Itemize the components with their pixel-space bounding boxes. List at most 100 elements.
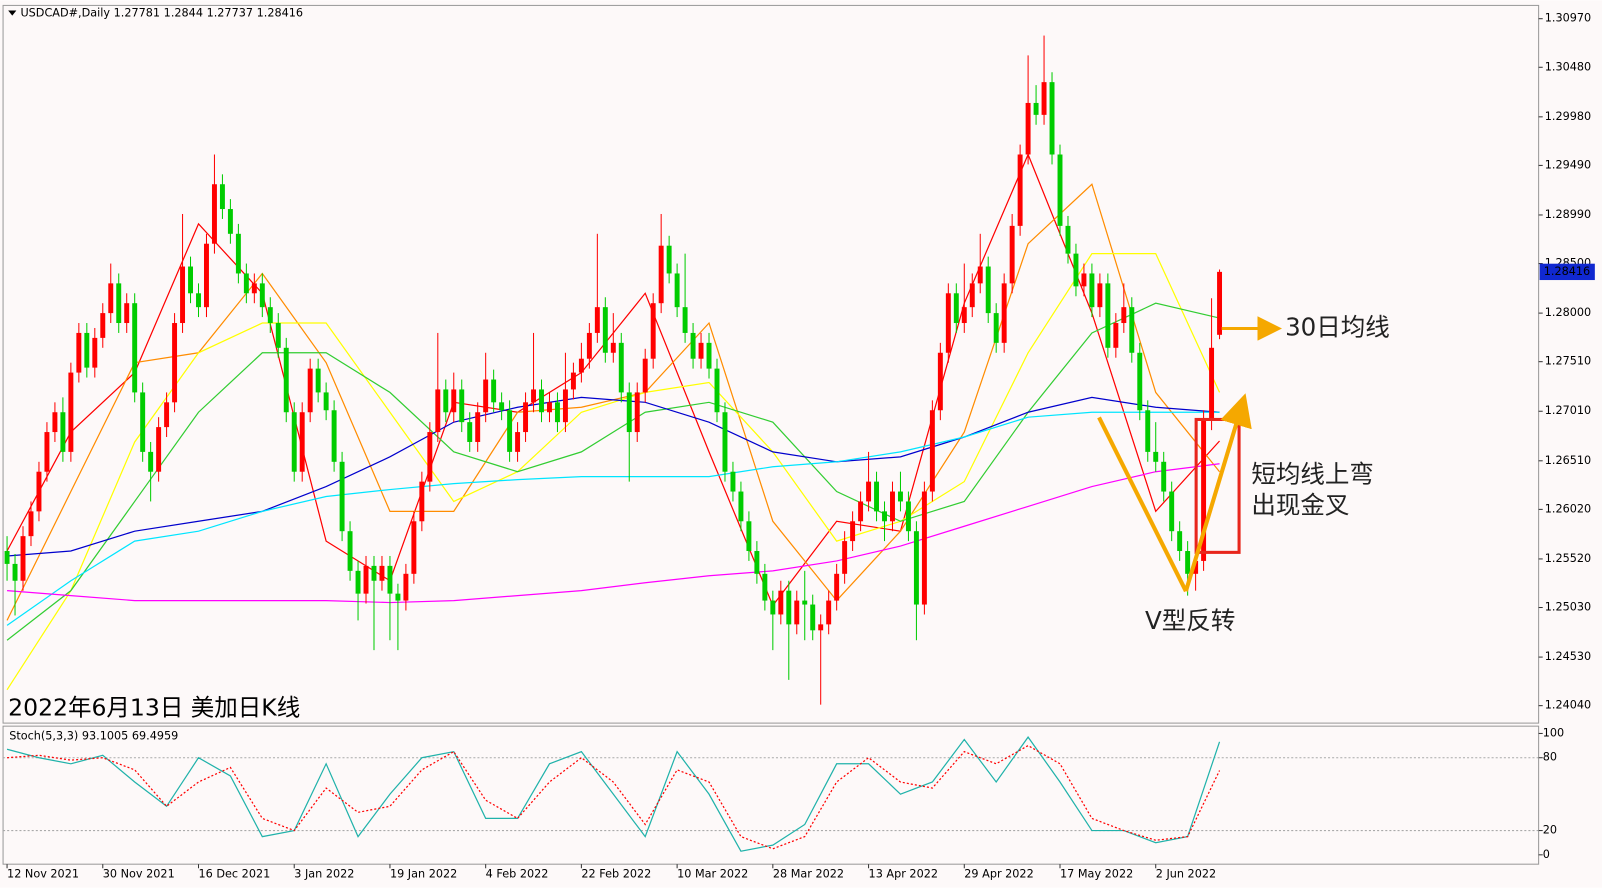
candle-body	[905, 501, 911, 532]
candle-body	[1185, 551, 1191, 574]
candle-body	[562, 389, 568, 423]
low: 1.27737	[207, 7, 253, 20]
candle-body	[36, 471, 42, 512]
moving-average	[6, 253, 1221, 691]
candle-body	[76, 332, 82, 373]
candle-body	[84, 332, 90, 368]
y-tick-label: 1.24530	[1545, 650, 1591, 663]
candle-body	[682, 307, 688, 333]
candle-body	[1113, 323, 1119, 348]
y-tick-label: 1.29490	[1545, 158, 1591, 171]
y-tick-label: 0	[1543, 848, 1550, 861]
highlight-box	[1194, 417, 1241, 554]
candle-body	[706, 342, 712, 369]
candle-body	[842, 541, 848, 574]
candle-body	[28, 511, 34, 537]
candle-body	[1065, 225, 1071, 254]
candle-body	[1025, 102, 1031, 155]
stoch-label: Stoch(5,3,3)	[9, 729, 78, 742]
plot: 1.309701.304801.299801.294901.289901.285…	[3, 12, 1595, 880]
candle-body	[132, 303, 138, 393]
candle-body	[164, 402, 170, 428]
moving-average	[7, 463, 1220, 604]
candle-body	[913, 531, 919, 605]
candle-body	[866, 481, 872, 502]
candle-body	[1017, 154, 1023, 226]
candle-body	[1129, 307, 1135, 353]
candle-body	[874, 481, 880, 512]
y-tick-label: 1.28000	[1545, 306, 1591, 319]
moving-average	[6, 302, 1220, 641]
candle-body	[1105, 283, 1111, 348]
candle-body	[443, 389, 449, 413]
x-tick-label: 29 Apr 2022	[964, 867, 1033, 880]
candle-body	[810, 604, 816, 631]
x-tick-label: 19 Jan 2022	[390, 867, 457, 880]
candle-body	[834, 573, 840, 601]
x-tick-label: 12 Nov 2021	[7, 867, 79, 880]
candle-body	[762, 573, 768, 601]
candle-body	[1201, 420, 1207, 561]
candle-body	[618, 342, 624, 393]
candle-body	[140, 392, 146, 452]
candle-body	[921, 491, 927, 605]
v-arrow	[1183, 393, 1252, 592]
candle-body	[219, 184, 225, 210]
x-tick-label: 30 Nov 2021	[103, 867, 175, 880]
stoch-signal: 69.4959	[132, 729, 178, 742]
x-tick-label: 10 Mar 2022	[677, 867, 748, 880]
candle-body	[969, 283, 975, 308]
y-tick-label: 1.28990	[1545, 208, 1591, 221]
candle-body	[650, 303, 656, 359]
y-tick-label: 80	[1543, 751, 1557, 764]
candle-body	[993, 313, 999, 343]
candle-body	[108, 283, 114, 314]
candle-body	[1057, 154, 1063, 226]
candle-body	[890, 491, 895, 522]
candle-body	[778, 590, 784, 615]
y-tick-label: 1.29980	[1545, 110, 1591, 123]
candle-body	[977, 266, 983, 284]
x-tick-label: 2 Jun 2022	[1156, 867, 1216, 880]
candle-body	[52, 412, 58, 433]
candle-body	[299, 412, 305, 472]
candle-body	[539, 389, 544, 413]
candle-body	[602, 307, 608, 353]
candle-body	[531, 389, 537, 403]
candle-body	[483, 379, 489, 413]
candle-body	[363, 565, 369, 594]
candle-body	[347, 531, 353, 571]
candle-body	[826, 600, 832, 625]
candle-body	[1001, 283, 1007, 343]
candle-body	[331, 410, 337, 462]
annotation: 30日均线	[1285, 312, 1390, 341]
stoch-line	[7, 744, 1221, 850]
y-tick-label: 20	[1543, 824, 1557, 837]
close: 1.28416	[257, 7, 303, 20]
candle-body	[961, 307, 967, 324]
candle-body	[547, 402, 552, 413]
candle-body	[204, 243, 209, 308]
candle-body	[1145, 410, 1151, 452]
candle-body	[754, 551, 760, 574]
moving-average	[6, 411, 1220, 626]
candle-body	[634, 392, 640, 433]
candle-body	[435, 389, 441, 433]
candle-body	[730, 471, 736, 492]
candle-body	[1169, 491, 1175, 532]
candle-body	[259, 283, 265, 308]
candle-body	[523, 402, 529, 433]
candle-body	[746, 521, 752, 552]
x-tick-label: 3 Jan 2022	[294, 867, 354, 880]
candle-body	[586, 332, 592, 359]
stoch-main: 93.1005	[82, 729, 128, 742]
candle-body	[937, 352, 943, 411]
candle-body	[275, 323, 281, 348]
candle-body	[339, 461, 345, 532]
candle-body	[403, 573, 409, 601]
symbol: USDCAD#,Daily	[20, 7, 110, 20]
candle-body	[666, 245, 672, 274]
